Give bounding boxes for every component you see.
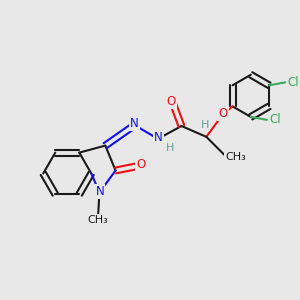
Text: O: O	[167, 94, 176, 108]
Text: CH₃: CH₃	[88, 215, 108, 225]
Text: O: O	[136, 158, 146, 171]
Text: N: N	[154, 131, 163, 144]
Text: Cl: Cl	[269, 113, 281, 126]
Text: N: N	[96, 185, 104, 198]
Text: N: N	[130, 117, 139, 130]
Text: H: H	[166, 143, 175, 153]
Text: H: H	[201, 120, 209, 130]
Text: Cl: Cl	[288, 76, 299, 89]
Text: CH₃: CH₃	[225, 152, 246, 162]
Text: O: O	[218, 107, 228, 120]
